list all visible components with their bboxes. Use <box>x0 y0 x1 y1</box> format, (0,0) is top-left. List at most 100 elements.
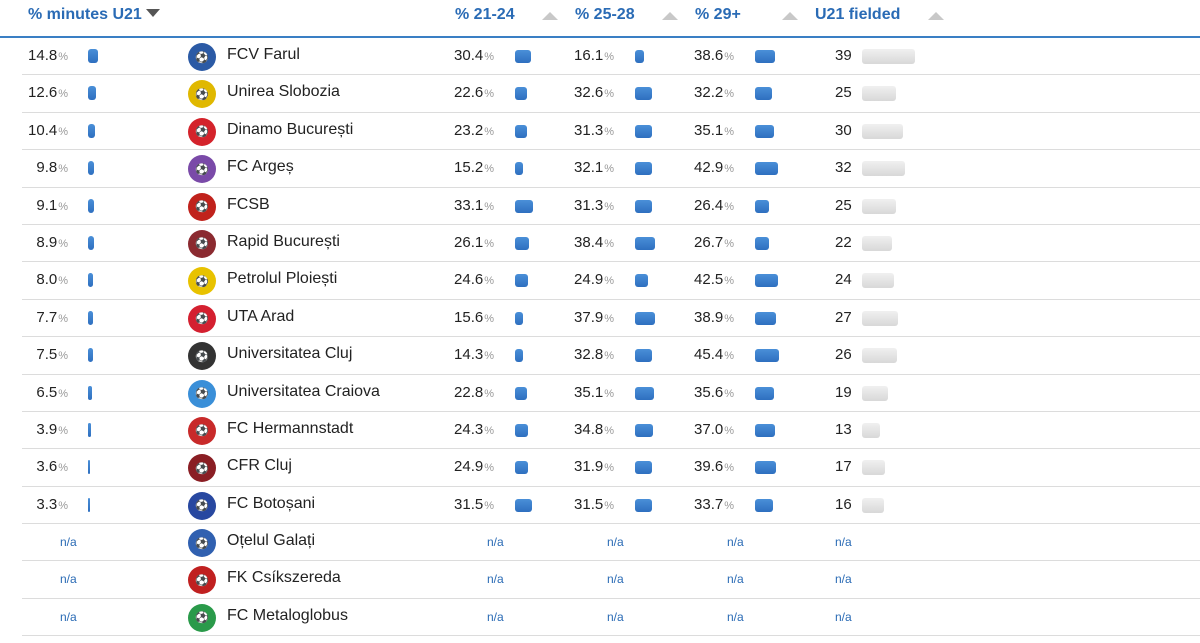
pct-21-24-value-number: 30.4 <box>454 47 484 64</box>
team-name[interactable]: Unirea Slobozia <box>227 83 340 101</box>
u21-minutes-value: 10.4% <box>22 122 68 139</box>
pct-25-28-bar <box>635 124 652 138</box>
pct-25-28-value: 32.6% <box>568 84 614 101</box>
team-name[interactable]: FCSB <box>227 195 270 213</box>
team-name[interactable]: FCV Farul <box>227 46 300 63</box>
percent-sign: % <box>58 125 68 138</box>
pct-29-plus-bar <box>755 274 778 288</box>
team-name[interactable]: Dinamo București <box>227 120 354 138</box>
team-name[interactable]: Petrolul Ploiești <box>227 270 338 288</box>
table-header: % minutes U21 % 21-24 % 25-28 % 29+ U21 … <box>0 0 1200 38</box>
table-row[interactable]: 14.8% ⚽ FCV Farul 30.4% 16.1% 38.6% 39 <box>22 38 1200 76</box>
percent-sign: % <box>724 51 734 63</box>
team-name[interactable]: Universitatea Craiova <box>227 382 380 400</box>
table-row-content: 8.0% ⚽ Petrolul Ploiești 24.6% 24.9% 42.5% 24 <box>0 262 1200 298</box>
pct-25-28-value: 16.1% <box>568 47 614 64</box>
u21-minutes-value-number: 10.4 <box>28 121 58 139</box>
table-row[interactable]: 10.4% ⚽ Dinamo București 23.2% 31.3% 35.1% 30 <box>22 113 1200 151</box>
percent-sign: % <box>604 462 614 475</box>
sort-asc-icon[interactable] <box>542 12 558 20</box>
pct-21-24-value-number: 31.5 <box>454 495 484 513</box>
pct-29-plus-na: n/a <box>727 609 744 624</box>
sort-asc-icon[interactable] <box>928 12 944 20</box>
pct-25-28-bar <box>635 274 649 288</box>
percent-sign: % <box>484 237 494 250</box>
pct-29-plus-value-number: 42.5 <box>694 271 724 289</box>
col-u21-minutes-label: % minutes U21 <box>28 6 142 23</box>
table-row[interactable]: 8.9% ⚽ Rapid București 26.1% 38.4% 26.7% 22 <box>22 225 1200 263</box>
table-row[interactable]: 8.0% ⚽ Petrolul Ploiești 24.6% 24.9% 42.5% 24 <box>22 262 1200 300</box>
percent-sign: % <box>604 237 614 250</box>
table-row[interactable]: 9.1% ⚽ FCSB 33.1% 31.3% 26.4% 25 <box>22 188 1200 225</box>
pct-25-28-value-number: 31.3 <box>574 121 604 139</box>
percent-sign: % <box>484 387 494 400</box>
u21-fielded-value: 22 <box>835 233 852 251</box>
u21-fielded-value: 32 <box>835 159 852 177</box>
team-name[interactable]: FC Botoșani <box>227 494 316 512</box>
col-u21-minutes[interactable]: % minutes U21 <box>28 6 160 24</box>
u21-minutes-value-number: 3.3 <box>36 495 58 513</box>
pct-29-plus-bar <box>755 162 778 176</box>
u21-fielded-value: 30 <box>835 121 852 139</box>
pct-21-24-value: 22.6% <box>448 84 494 101</box>
pct-25-28-value: 34.8% <box>568 421 614 438</box>
table-row[interactable]: 9.8% ⚽ FC Argeș 15.2% 32.1% 42.9% 32 <box>22 150 1200 188</box>
team-name[interactable]: FC Argeș <box>227 158 294 176</box>
percent-sign: % <box>604 51 614 63</box>
team-name[interactable]: FC Hermannstadt <box>227 419 354 437</box>
team-name[interactable]: Rapid București <box>227 232 340 250</box>
table-row[interactable]: 6.5% ⚽ Universitatea Craiova 22.8% 35.1% 35.6… <box>22 375 1200 412</box>
pct-21-24-value-number: 24.6 <box>454 271 484 289</box>
team-name[interactable]: UTA Arad <box>227 307 295 325</box>
pct-25-28-value-number: 35.1 <box>574 383 604 401</box>
table-row[interactable]: 3.6% ⚽ CFR Cluj 24.9% 31.9% 39.6% 17 <box>22 449 1200 487</box>
col-25-28[interactable]: % 25-28 <box>575 6 635 23</box>
table-row[interactable]: n/a ⚽ FK Csíkszereda n/a n/a n/a n/a <box>22 561 1200 599</box>
sort-asc-icon[interactable] <box>782 12 798 20</box>
percent-sign: % <box>484 51 494 63</box>
pct-21-24-value: 33.1% <box>448 197 494 214</box>
pct-25-28-bar <box>635 199 652 213</box>
team-logo-icon: ⚽ <box>188 117 216 146</box>
pct-29-plus-na: n/a <box>727 535 744 550</box>
u21-minutes-value-number: 7.5 <box>36 346 58 364</box>
table-row[interactable]: n/a ⚽ Oțelul Galați n/a n/a n/a n/a <box>22 524 1200 562</box>
pct-21-24-value-number: 24.3 <box>454 420 484 438</box>
pct-21-24-bar <box>515 386 528 400</box>
u21-fielded-value: 27 <box>835 308 852 326</box>
pct-25-28-bar <box>635 461 652 475</box>
percent-sign: % <box>604 387 614 400</box>
percent-sign: % <box>484 312 494 325</box>
col-21-24[interactable]: % 21-24 <box>455 6 515 23</box>
percent-sign: % <box>484 88 494 101</box>
sort-asc-icon[interactable] <box>662 12 678 20</box>
percent-sign: % <box>484 163 494 176</box>
pct-29-plus-value-number: 26.4 <box>694 196 724 214</box>
table-row[interactable]: 3.9% ⚽ FC Hermannstadt 24.3% 34.8% 37.0% 13 <box>22 412 1200 450</box>
team-logo-icon: ⚽ <box>188 566 216 595</box>
col-29-plus[interactable]: % 29+ <box>695 6 741 23</box>
u21-minutes-value-number: 8.0 <box>36 271 58 289</box>
table-row[interactable]: 12.6% ⚽ Unirea Slobozia 22.6% 32.6% 32.2% 25 <box>22 75 1200 113</box>
table-row[interactable]: 7.5% ⚽ Universitatea Cluj 14.3% 32.8% 45.4% 26 <box>22 337 1200 375</box>
team-name[interactable]: FK Csíkszereda <box>227 569 341 587</box>
team-name[interactable]: FC Metaloglobus <box>227 606 348 624</box>
pct-29-plus-bar <box>755 461 776 475</box>
team-name[interactable]: CFR Cluj <box>227 457 292 475</box>
table-row[interactable]: n/a ⚽ FC Metaloglobus n/a n/a n/a n/a <box>22 599 1200 637</box>
percent-sign: % <box>484 424 494 437</box>
pct-29-plus-bar <box>755 236 770 250</box>
u21-minutes-na: n/a <box>60 572 77 587</box>
table-row[interactable]: 3.3% ⚽ FC Botoșani 31.5% 31.5% 33.7% 16 <box>22 487 1200 525</box>
percent-sign: % <box>724 200 734 213</box>
pct-21-24-bar <box>515 87 527 101</box>
u21-fielded-bar <box>862 460 885 476</box>
team-name[interactable]: Oțelul Galați <box>227 532 316 550</box>
table-row[interactable]: 7.7% ⚽ UTA Arad 15.6% 37.9% 38.9% 27 <box>22 300 1200 338</box>
pct-25-28-value-number: 34.8 <box>574 420 604 438</box>
u21-minutes-bar <box>88 49 98 63</box>
pct-21-24-bar <box>515 50 532 63</box>
pct-25-28-value-number: 32.8 <box>574 346 604 364</box>
team-name[interactable]: Universitatea Cluj <box>227 345 353 363</box>
col-u21-fielded[interactable]: U21 fielded <box>815 6 901 23</box>
